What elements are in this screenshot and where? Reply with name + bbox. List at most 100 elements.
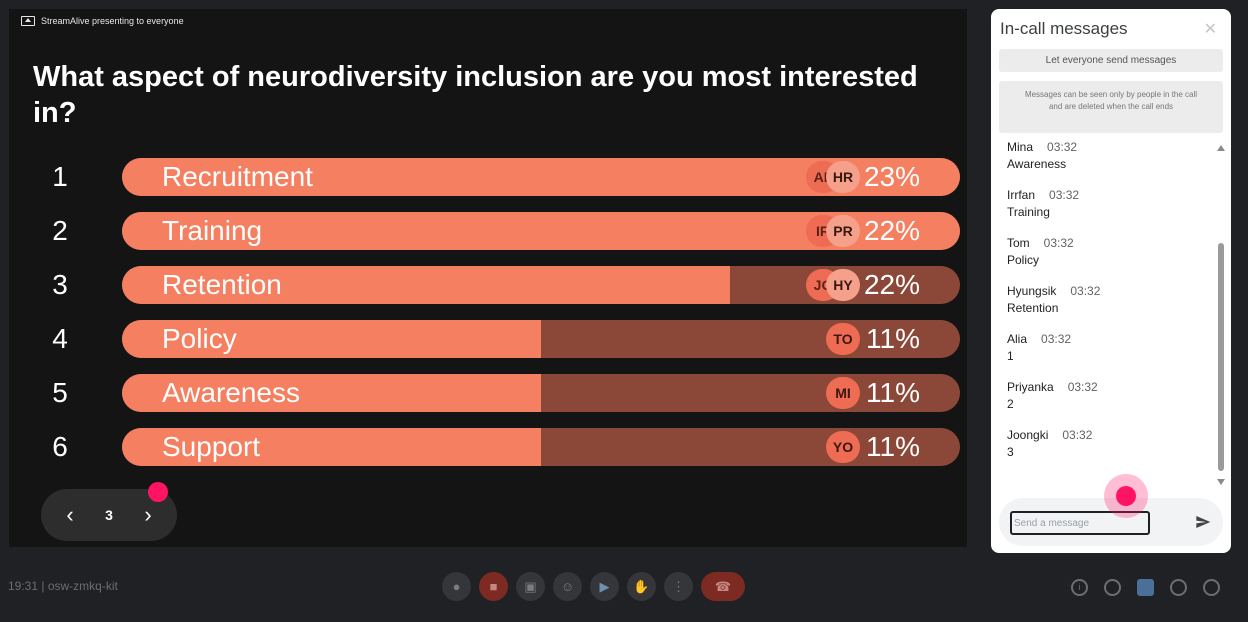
option-percentage: 22%	[863, 215, 920, 246]
avatar: PR	[826, 215, 860, 247]
message-time: 03:32	[1041, 332, 1072, 346]
message-scrollbar[interactable]	[1217, 145, 1225, 485]
microphone-icon[interactable]: ●	[442, 572, 471, 601]
option-bar: Retention HY JO 22%	[122, 266, 960, 304]
message-item: Priyanka 03:32 2	[1007, 377, 1207, 425]
option-label: Policy	[162, 323, 237, 354]
voter-avatars: MI	[826, 377, 860, 409]
option-bar-fill	[122, 266, 731, 304]
message-header: Hyungsik 03:32	[1007, 284, 1207, 298]
poll-option-row: 2 Training PR IR 22%	[9, 212, 967, 250]
people-icon[interactable]	[1104, 579, 1121, 596]
presenting-indicator: StreamAlive presenting to everyone	[21, 16, 184, 26]
avatar: HY	[826, 269, 860, 301]
message-item: Mina 03:32 Awareness	[1007, 137, 1207, 185]
scroll-up-icon[interactable]	[1217, 145, 1225, 151]
poll-option-row: 1 Recruitment HR AL 23%	[9, 158, 967, 196]
message-item: Joongki 03:32 3	[1007, 425, 1207, 473]
avatar: HR	[826, 161, 860, 193]
meeting-info: 19:31 | osw-zmkq-kit	[8, 579, 118, 593]
send-icon[interactable]	[1195, 514, 1211, 530]
raise-hand-icon[interactable]: ✋	[627, 572, 656, 601]
page-number: 3	[105, 507, 113, 523]
option-label: Training	[162, 215, 263, 246]
poll-option-row: 3 Retention HY JO 22%	[9, 266, 967, 304]
message-text: Training	[1007, 205, 1050, 219]
option-number: 5	[52, 377, 68, 408]
message-item: Tom 03:32 Policy	[1007, 233, 1207, 281]
meeting-controls-bar: 19:31 | osw-zmkq-kit ● ■ ▣ ☺ ▶ ✋ ⋮ ☎ i	[0, 555, 1248, 622]
close-icon[interactable]: ✕	[1203, 21, 1217, 38]
voter-avatars: HY JO	[806, 269, 860, 301]
send-message-input[interactable]	[1010, 511, 1150, 535]
presenting-label: StreamAlive presenting to everyone	[41, 16, 184, 26]
chevron-left-icon[interactable]: ‹	[66, 502, 74, 527]
panel-title: In-call messages	[1000, 19, 1128, 38]
voter-avatars: HR AL	[806, 161, 860, 193]
option-number: 3	[52, 269, 68, 300]
option-percentage: 22%	[863, 269, 920, 300]
option-bar: Recruitment HR AL 23%	[122, 158, 960, 196]
message-text: 1	[1007, 349, 1014, 363]
message-item: Alia 03:32 1	[1007, 329, 1207, 377]
message-text: Awareness	[1007, 157, 1067, 171]
message-item: Irrfan 03:32 Training	[1007, 185, 1207, 233]
activities-icon[interactable]	[1170, 579, 1187, 596]
click-indicator	[1104, 474, 1148, 518]
option-bar: Awareness MI 11%	[122, 374, 960, 412]
side-panel-toggles: i	[1071, 579, 1220, 596]
sender-name: Alia	[1007, 332, 1028, 346]
option-percentage: 11%	[866, 431, 920, 462]
captions-icon[interactable]: ▣	[516, 572, 545, 601]
avatar: TO	[826, 323, 860, 355]
message-text: 2	[1007, 397, 1014, 411]
message-text: Retention	[1007, 301, 1059, 315]
sender-name: Priyanka	[1007, 380, 1054, 394]
option-label: Retention	[162, 269, 282, 300]
message-text: 3	[1007, 445, 1014, 459]
present-icon[interactable]: ▶	[590, 572, 619, 601]
message-text: Policy	[1007, 253, 1040, 267]
option-label: Recruitment	[162, 161, 313, 192]
chat-icon[interactable]	[1137, 579, 1154, 596]
poll-option-row: 6 Support YO 11%	[9, 428, 967, 466]
more-options-icon[interactable]: ⋮	[664, 572, 693, 601]
option-bar-fill	[122, 428, 541, 466]
message-time: 03:32	[1070, 284, 1101, 298]
emoji-icon[interactable]: ☺	[553, 572, 582, 601]
present-screen-icon	[21, 16, 35, 26]
camera-off-icon[interactable]: ■	[479, 572, 508, 601]
poll-option-row: 4 Policy TO 11%	[9, 320, 967, 358]
chevron-right-icon[interactable]: ›	[144, 502, 152, 527]
option-label: Awareness	[162, 377, 301, 408]
message-list[interactable]: Mina 03:32 Awareness Irrfan 03:32 Training Tom…	[1007, 137, 1207, 492]
message-time: 03:32	[1062, 428, 1093, 442]
in-call-messages-panel: In-call messages ✕ Let everyone send mes…	[991, 9, 1231, 553]
messages-notice: Messages can be seen only by people in t…	[999, 81, 1223, 133]
option-bar: Support YO 11%	[122, 428, 960, 466]
option-bar-fill	[122, 374, 541, 412]
message-header: Tom 03:32	[1007, 236, 1207, 250]
poll-option-row: 5 Awareness MI 11%	[9, 374, 967, 412]
end-call-icon[interactable]: ☎	[701, 572, 745, 601]
sender-name: Tom	[1007, 236, 1030, 250]
info-icon[interactable]: i	[1071, 579, 1088, 596]
message-header: Priyanka 03:32	[1007, 380, 1207, 394]
sender-name: Joongki	[1007, 428, 1049, 442]
let-everyone-send-toggle[interactable]: Let everyone send messages	[999, 49, 1223, 72]
scrollbar-thumb[interactable]	[1218, 243, 1224, 471]
message-composer	[999, 498, 1223, 546]
scroll-down-icon[interactable]	[1217, 479, 1225, 485]
message-time: 03:32	[1047, 140, 1078, 154]
host-controls-icon[interactable]	[1203, 579, 1220, 596]
option-number: 6	[52, 431, 68, 462]
option-percentage: 11%	[866, 323, 920, 354]
avatar: YO	[826, 431, 860, 463]
message-time: 03:32	[1067, 380, 1098, 394]
sender-name: Mina	[1007, 140, 1034, 154]
poll-question: What aspect of neurodiversity inclusion …	[33, 61, 918, 129]
message-time: 03:32	[1043, 236, 1074, 250]
option-label: Support	[162, 431, 261, 462]
option-percentage: 23%	[863, 161, 920, 192]
option-number: 2	[52, 215, 68, 246]
